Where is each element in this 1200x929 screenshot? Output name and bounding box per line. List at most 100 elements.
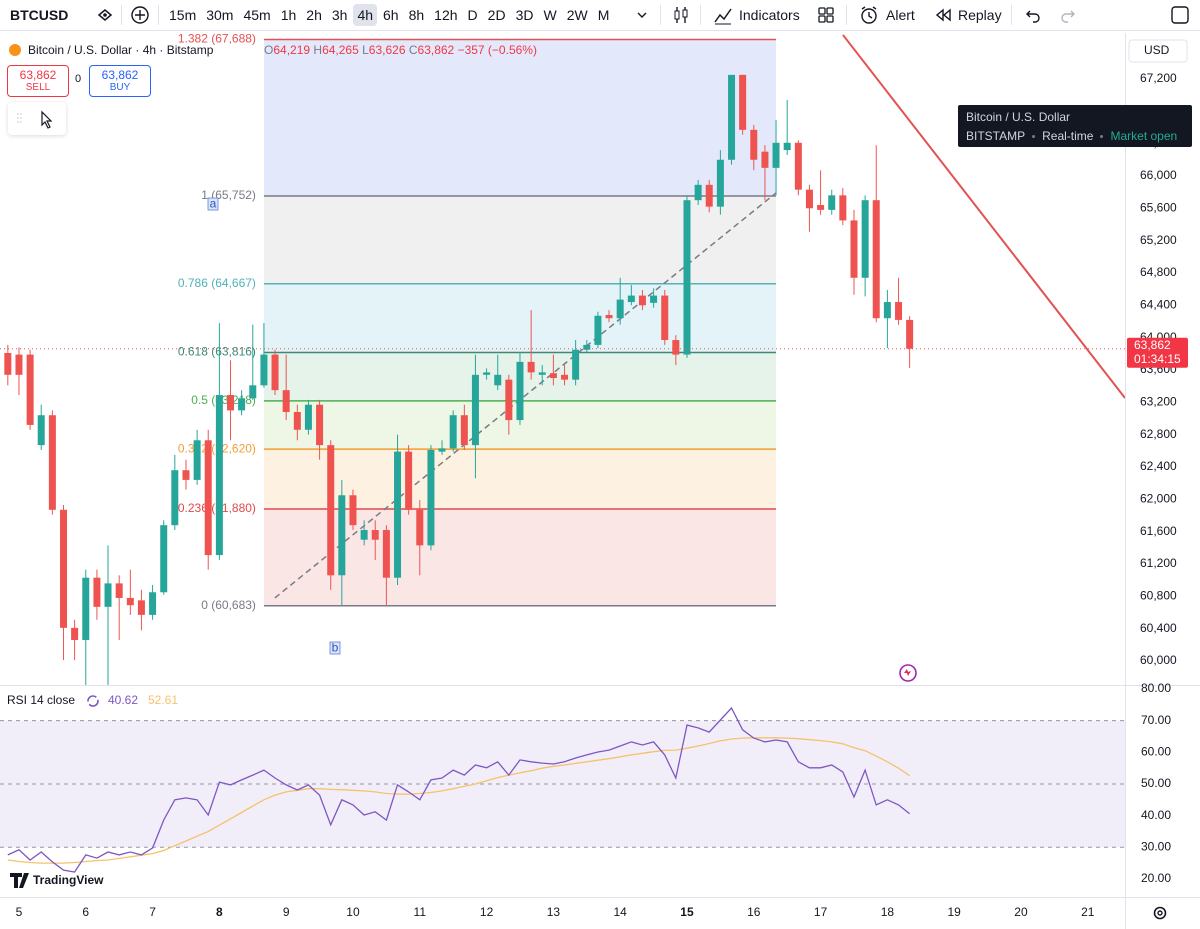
x-tick-label: 20 [1014, 905, 1028, 919]
rsi-pane [0, 706, 1125, 873]
candle-body [71, 627, 79, 640]
interval[interactable]: 1h [280, 7, 297, 23]
currency-box[interactable] [1128, 39, 1188, 63]
candle-body [627, 295, 635, 303]
x-tick-label: 14 [614, 905, 628, 919]
ohlc-value: 63,626 [369, 43, 406, 57]
interval[interactable]: 2h [306, 7, 322, 23]
tooltip-status: Market open [1110, 129, 1178, 143]
y-tick-label: 65,600 [1140, 200, 1177, 214]
candle-body [193, 440, 201, 480]
ohlc-value: 64,219 [273, 43, 310, 57]
candle-body [728, 74, 736, 160]
rsi-tick-label: 40.00 [1141, 808, 1171, 822]
buy-price: 63,862 [101, 68, 139, 82]
drawing-toolbar [8, 102, 66, 135]
sell-label: SELL [25, 82, 51, 93]
interval[interactable]: D [467, 7, 478, 23]
x-tick-label: 19 [948, 905, 962, 919]
settings-icon[interactable] [1153, 906, 1167, 920]
separator [846, 5, 847, 25]
x-tick-label: 21 [1081, 905, 1095, 919]
ai-icon[interactable] [899, 664, 917, 682]
ohlc-value: 63,862 [418, 43, 455, 57]
candle-body [204, 440, 212, 556]
indicators[interactable]: Indicators [739, 7, 800, 23]
candle-body [705, 184, 713, 207]
sell-price: 63,862 [19, 68, 57, 82]
y-tick-label: 67,200 [1140, 71, 1177, 85]
interval[interactable]: 15m [169, 7, 197, 23]
rsi-tick-label: 80.00 [1141, 681, 1171, 695]
layout-icon[interactable] [817, 6, 835, 24]
buy-button[interactable]: 63,862 BUY [89, 65, 151, 97]
replay[interactable]: Replay [958, 7, 1002, 23]
chart-type-icon[interactable] [672, 5, 690, 25]
candle-body [304, 404, 312, 430]
y-tick-label: 63,200 [1140, 394, 1177, 408]
y-tick-label: 64,400 [1140, 297, 1177, 311]
candle-body [360, 530, 368, 540]
alert[interactable]: Alert [886, 7, 915, 23]
candle-body [772, 142, 780, 168]
cursor-icon[interactable] [8, 102, 66, 135]
candle-body [316, 404, 324, 446]
separator [158, 5, 159, 25]
alert-icon[interactable] [859, 5, 879, 25]
dot [1032, 135, 1036, 139]
fib-label: 0.5 (63,218) [191, 393, 256, 407]
redo-icon[interactable] [1060, 7, 1076, 23]
candle-body [15, 354, 23, 375]
currency: USD [1144, 43, 1170, 57]
interval[interactable]: M [597, 7, 610, 23]
y-tick-label: 62,800 [1140, 427, 1177, 441]
symbol-tooltip: Bitcoin / U.S. Dollar BITSTAMP Real-time M… [958, 105, 1192, 147]
candle-body [227, 395, 235, 411]
candle-body [394, 451, 402, 578]
candle-body [60, 509, 68, 628]
y-tick-label: 66,000 [1140, 168, 1177, 182]
candle-body [449, 415, 457, 449]
fib-zone [263, 39, 777, 196]
x-tick-label: 7 [149, 905, 156, 919]
interval[interactable]: 12h [434, 7, 458, 23]
interval[interactable]: W [543, 7, 557, 23]
rsi-sync-icon[interactable] [87, 695, 99, 707]
interval[interactable]: 3h [331, 7, 348, 23]
compare-icon[interactable] [96, 6, 114, 24]
interval[interactable]: 3D [515, 7, 534, 23]
dot [1100, 135, 1104, 139]
interval[interactable]: 4h [353, 4, 378, 26]
symbol-search[interactable]: BTCUSD [10, 7, 69, 23]
candle-body [115, 583, 123, 598]
interval[interactable]: 30m [206, 7, 234, 23]
anchor-label: a [210, 197, 217, 211]
interval-menu[interactable] [636, 9, 648, 21]
candle-body [104, 583, 112, 607]
interval[interactable]: 45m [243, 7, 271, 23]
interval[interactable]: 2D [487, 7, 506, 23]
add-icon[interactable] [130, 5, 150, 25]
fullscreen-icon[interactable] [1170, 5, 1190, 25]
ohlc-key: O [264, 43, 273, 57]
y-tick-label: 62,000 [1140, 491, 1177, 505]
rsi-ma-value: 52.61 [148, 693, 178, 707]
trend-line [274, 192, 777, 599]
ohlc-key: C [409, 43, 418, 57]
undo-icon[interactable] [1025, 7, 1041, 23]
candle-body [338, 495, 346, 576]
ohlc-legend: O64,219 H64,265 L63,626 C63,862 −357 (−0… [264, 43, 537, 57]
candle-body [616, 299, 624, 319]
y-tick-label: 60,400 [1140, 621, 1177, 635]
indicators-icon[interactable] [713, 5, 733, 25]
interval[interactable]: 8h [408, 7, 425, 23]
candle-body [605, 314, 613, 319]
interval[interactable]: 6h [383, 7, 399, 23]
candle-body [761, 151, 769, 168]
candle-body [82, 577, 90, 640]
sell-button[interactable]: 63,862 SELL [7, 65, 69, 97]
interval[interactable]: 2W [566, 7, 588, 23]
brand-logo [10, 873, 29, 888]
y-tick-label: 62,400 [1140, 459, 1177, 473]
replay-icon[interactable] [934, 7, 952, 23]
